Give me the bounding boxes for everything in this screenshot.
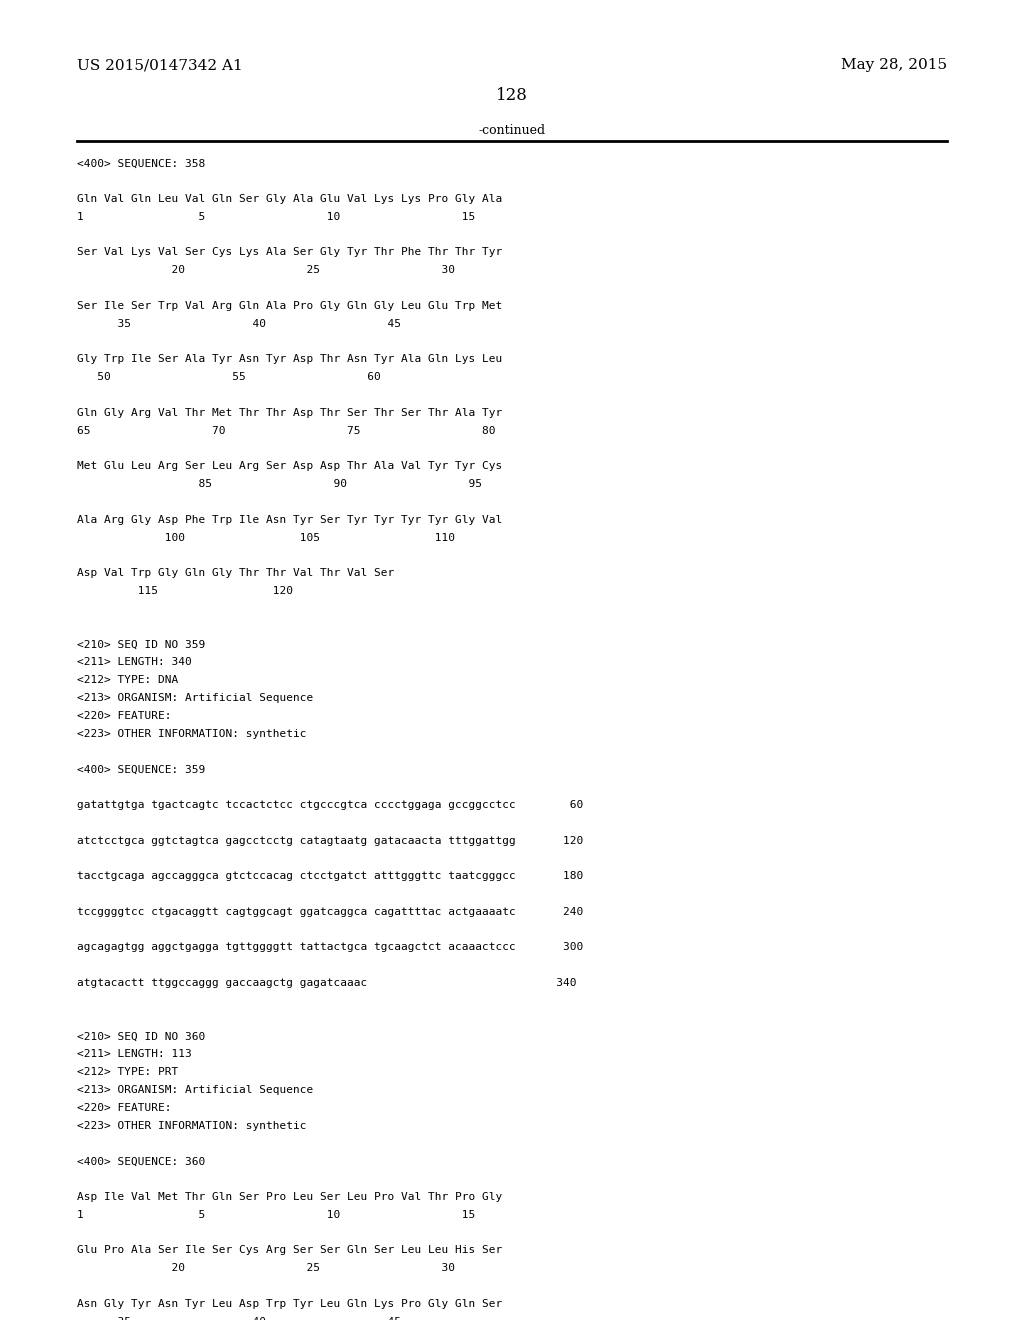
Text: <213> ORGANISM: Artificial Sequence: <213> ORGANISM: Artificial Sequence xyxy=(77,693,313,704)
Text: <212> TYPE: PRT: <212> TYPE: PRT xyxy=(77,1067,178,1077)
Text: 85                  90                  95: 85 90 95 xyxy=(77,479,482,490)
Text: tacctgcaga agccagggca gtctccacag ctcctgatct atttgggttc taatcgggcc       180: tacctgcaga agccagggca gtctccacag ctcctga… xyxy=(77,871,583,882)
Text: <220> FEATURE:: <220> FEATURE: xyxy=(77,1102,171,1113)
Text: Ser Val Lys Val Ser Cys Lys Ala Ser Gly Tyr Thr Phe Thr Thr Tyr: Ser Val Lys Val Ser Cys Lys Ala Ser Gly … xyxy=(77,247,502,257)
Text: 50                  55                  60: 50 55 60 xyxy=(77,372,381,383)
Text: tccggggtcc ctgacaggtt cagtggcagt ggatcaggca cagattttac actgaaaatc       240: tccggggtcc ctgacaggtt cagtggcagt ggatcag… xyxy=(77,907,583,917)
Text: atgtacactt ttggccaggg gaccaagctg gagatcaaac                            340: atgtacactt ttggccaggg gaccaagctg gagatca… xyxy=(77,978,577,989)
Text: <212> TYPE: DNA: <212> TYPE: DNA xyxy=(77,675,178,685)
Text: Asp Ile Val Met Thr Gln Ser Pro Leu Ser Leu Pro Val Thr Pro Gly: Asp Ile Val Met Thr Gln Ser Pro Leu Ser … xyxy=(77,1192,502,1203)
Text: <223> OTHER INFORMATION: synthetic: <223> OTHER INFORMATION: synthetic xyxy=(77,1121,306,1131)
Text: gatattgtga tgactcagtc tccactctcc ctgcccgtca cccctggaga gccggcctcc        60: gatattgtga tgactcagtc tccactctcc ctgcccg… xyxy=(77,800,583,810)
Text: <400> SEQUENCE: 359: <400> SEQUENCE: 359 xyxy=(77,764,205,775)
Text: 20                  25                  30: 20 25 30 xyxy=(77,1263,455,1274)
Text: <220> FEATURE:: <220> FEATURE: xyxy=(77,710,171,721)
Text: Ala Arg Gly Asp Phe Trp Ile Asn Tyr Ser Tyr Tyr Tyr Tyr Gly Val: Ala Arg Gly Asp Phe Trp Ile Asn Tyr Ser … xyxy=(77,515,502,525)
Text: <213> ORGANISM: Artificial Sequence: <213> ORGANISM: Artificial Sequence xyxy=(77,1085,313,1096)
Text: 115                 120: 115 120 xyxy=(77,586,293,597)
Text: Gly Trp Ile Ser Ala Tyr Asn Tyr Asp Thr Asn Tyr Ala Gln Lys Leu: Gly Trp Ile Ser Ala Tyr Asn Tyr Asp Thr … xyxy=(77,354,502,364)
Text: US 2015/0147342 A1: US 2015/0147342 A1 xyxy=(77,58,243,73)
Text: May 28, 2015: May 28, 2015 xyxy=(841,58,947,73)
Text: 20                  25                  30: 20 25 30 xyxy=(77,265,455,276)
Text: 1                 5                  10                  15: 1 5 10 15 xyxy=(77,1209,475,1220)
Text: <400> SEQUENCE: 358: <400> SEQUENCE: 358 xyxy=(77,158,205,169)
Text: Asp Val Trp Gly Gln Gly Thr Thr Val Thr Val Ser: Asp Val Trp Gly Gln Gly Thr Thr Val Thr … xyxy=(77,568,394,578)
Text: <211> LENGTH: 113: <211> LENGTH: 113 xyxy=(77,1049,191,1060)
Text: 35                  40                  45: 35 40 45 xyxy=(77,318,400,329)
Text: 65                  70                  75                  80: 65 70 75 80 xyxy=(77,425,496,436)
Text: Ser Ile Ser Trp Val Arg Gln Ala Pro Gly Gln Gly Leu Glu Trp Met: Ser Ile Ser Trp Val Arg Gln Ala Pro Gly … xyxy=(77,301,502,312)
Text: <210> SEQ ID NO 359: <210> SEQ ID NO 359 xyxy=(77,639,205,649)
Text: atctcctgca ggtctagtca gagcctcctg catagtaatg gatacaacta tttggattgg       120: atctcctgca ggtctagtca gagcctcctg catagta… xyxy=(77,836,583,846)
Text: -continued: -continued xyxy=(478,124,546,137)
Text: Met Glu Leu Arg Ser Leu Arg Ser Asp Asp Thr Ala Val Tyr Tyr Cys: Met Glu Leu Arg Ser Leu Arg Ser Asp Asp … xyxy=(77,461,502,471)
Text: <400> SEQUENCE: 360: <400> SEQUENCE: 360 xyxy=(77,1156,205,1167)
Text: <223> OTHER INFORMATION: synthetic: <223> OTHER INFORMATION: synthetic xyxy=(77,729,306,739)
Text: 35                  40                  45: 35 40 45 xyxy=(77,1316,400,1320)
Text: Glu Pro Ala Ser Ile Ser Cys Arg Ser Ser Gln Ser Leu Leu His Ser: Glu Pro Ala Ser Ile Ser Cys Arg Ser Ser … xyxy=(77,1245,502,1255)
Text: Gln Val Gln Leu Val Gln Ser Gly Ala Glu Val Lys Lys Pro Gly Ala: Gln Val Gln Leu Val Gln Ser Gly Ala Glu … xyxy=(77,194,502,205)
Text: <210> SEQ ID NO 360: <210> SEQ ID NO 360 xyxy=(77,1031,205,1041)
Text: <211> LENGTH: 340: <211> LENGTH: 340 xyxy=(77,657,191,668)
Text: agcagagtgg aggctgagga tgttggggtt tattactgca tgcaagctct acaaactccc       300: agcagagtgg aggctgagga tgttggggtt tattact… xyxy=(77,942,583,953)
Text: 100                 105                 110: 100 105 110 xyxy=(77,532,455,543)
Text: Asn Gly Tyr Asn Tyr Leu Asp Trp Tyr Leu Gln Lys Pro Gly Gln Ser: Asn Gly Tyr Asn Tyr Leu Asp Trp Tyr Leu … xyxy=(77,1299,502,1309)
Text: 1                 5                  10                  15: 1 5 10 15 xyxy=(77,211,475,222)
Text: Gln Gly Arg Val Thr Met Thr Thr Asp Thr Ser Thr Ser Thr Ala Tyr: Gln Gly Arg Val Thr Met Thr Thr Asp Thr … xyxy=(77,408,502,418)
Text: 128: 128 xyxy=(496,87,528,104)
